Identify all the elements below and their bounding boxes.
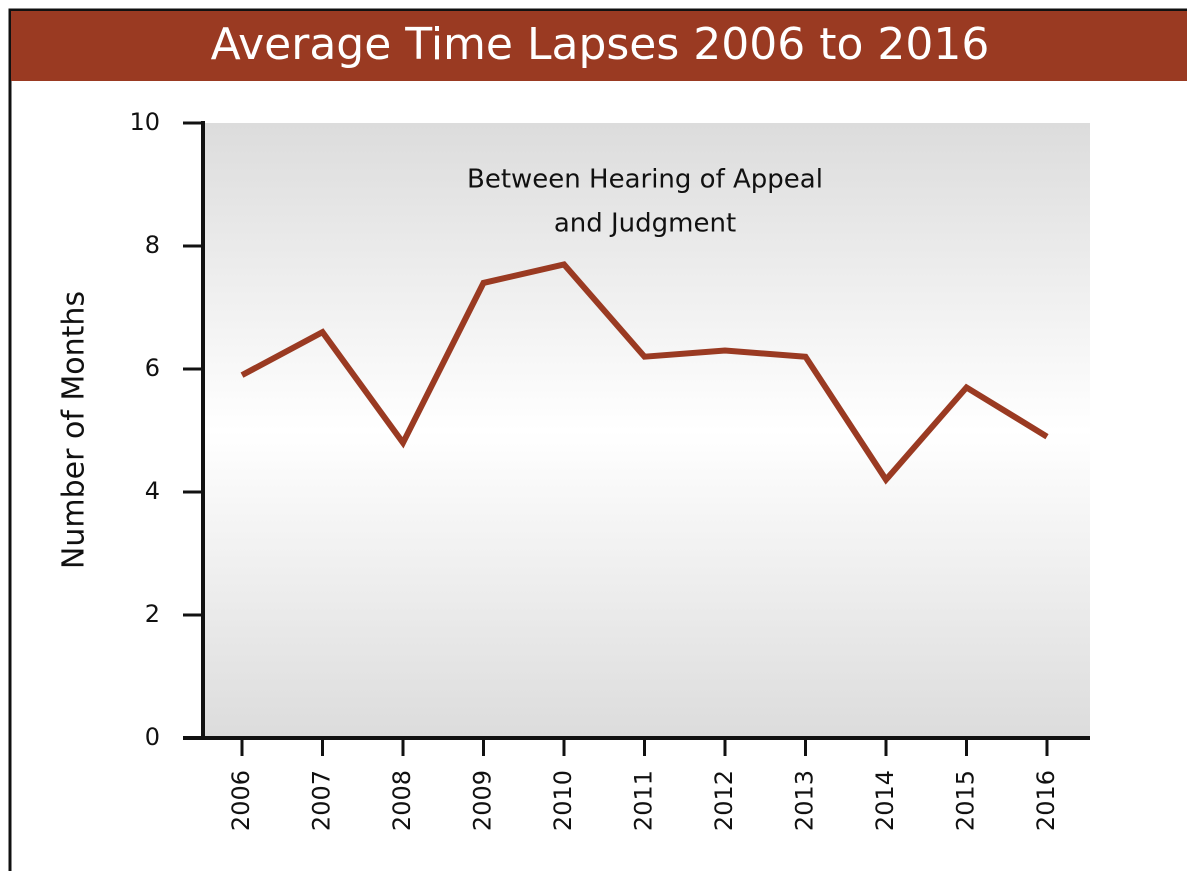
x-tick-label: 2014 [871,770,899,831]
x-tick-label: 2011 [630,770,658,831]
x-tick-label: 2015 [952,770,980,831]
line [240,261,1049,485]
y-tick-label: 4 [145,477,160,505]
x-tick-label: 2007 [308,770,336,831]
y-axis-label: Number of Months [57,291,92,569]
x-tick-label: 2008 [388,770,416,831]
y-tick-label: 6 [145,354,160,382]
annotation: Between Hearing of Appeal [467,165,823,195]
plot-area [203,123,1090,738]
x-tick-label: 2009 [469,770,497,831]
y-tick-label: 10 [129,108,160,136]
x-tick-label: 2010 [549,770,577,831]
y-tick-label: 2 [145,600,160,628]
x-tick-label: 2012 [710,770,738,831]
chart-title: Average Time Lapses 2006 to 2016 [211,19,990,70]
title-bar [11,11,1187,81]
x-tick-label: 2006 [227,770,255,831]
y-tick-label: 0 [145,723,160,751]
frame [8,8,1187,875]
y-tick-label: 8 [145,231,160,259]
x-tick-label: 2016 [1032,770,1060,831]
x-tick-label: 2013 [791,770,819,831]
annotation: and Judgment [554,209,736,239]
